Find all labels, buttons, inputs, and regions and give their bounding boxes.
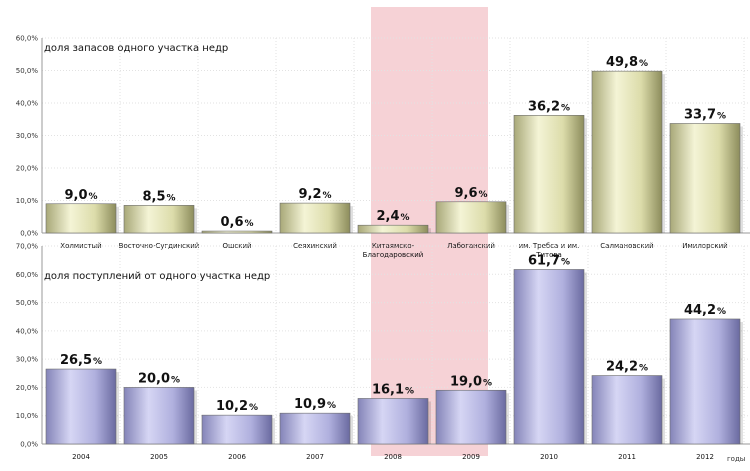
- bar: [357, 224, 429, 234]
- y-tick-label: 30,0%: [16, 356, 39, 364]
- y-tick-label: 30,0%: [16, 132, 39, 140]
- category-label: 2010: [540, 453, 558, 461]
- bar: [201, 414, 273, 445]
- category-label: 2005: [150, 453, 168, 461]
- bar: [591, 375, 663, 445]
- data-label: 26,5%: [60, 353, 102, 368]
- y-tick-label: 50,0%: [16, 67, 39, 75]
- bar: [435, 201, 507, 234]
- x-axis-label: годы: [727, 455, 745, 463]
- data-label: 44,2%: [684, 303, 726, 318]
- data-label: 61,7%: [528, 253, 570, 268]
- data-label: 8,5%: [142, 189, 175, 204]
- bar: [45, 368, 117, 445]
- bar: [279, 412, 351, 445]
- bar: [435, 389, 507, 445]
- y-tick-label: 70,0%: [16, 243, 39, 251]
- y-tick-label: 60,0%: [16, 35, 39, 43]
- bar: [123, 387, 195, 445]
- bar: [513, 269, 585, 445]
- y-tick-label: 40,0%: [16, 327, 39, 335]
- category-label: 2009: [462, 453, 480, 461]
- data-label: 9,0%: [64, 188, 97, 203]
- category-label: 2007: [306, 453, 324, 461]
- y-tick-label: 0,0%: [20, 230, 38, 238]
- y-tick-label: 60,0%: [16, 271, 39, 279]
- bar: [201, 230, 273, 234]
- category-label: 2011: [618, 453, 636, 461]
- data-label: 19,0%: [450, 374, 492, 389]
- data-label: 33,7%: [684, 107, 726, 122]
- category-label: 2012: [696, 453, 714, 461]
- data-label: 9,6%: [454, 186, 487, 201]
- category-label: 2004: [72, 453, 90, 461]
- data-label: 9,2%: [298, 187, 331, 202]
- y-tick-label: 10,0%: [16, 412, 39, 420]
- category-label: 2008: [384, 453, 402, 461]
- bar: [591, 70, 663, 234]
- data-label: 10,9%: [294, 397, 336, 412]
- bar: [669, 318, 741, 445]
- data-label: 16,1%: [372, 382, 414, 397]
- y-tick-label: 0,0%: [20, 441, 38, 449]
- data-label: 0,6%: [220, 215, 253, 230]
- data-label: 10,2%: [216, 399, 258, 414]
- y-tick-label: 20,0%: [16, 165, 39, 173]
- y-tick-label: 40,0%: [16, 100, 39, 108]
- bar: [45, 203, 117, 234]
- category-label: 2006: [228, 453, 246, 461]
- data-label: 20,0%: [138, 371, 180, 386]
- y-tick-label: 10,0%: [16, 197, 39, 205]
- data-label: 49,8%: [606, 55, 648, 70]
- y-tick-label: 50,0%: [16, 299, 39, 307]
- bar: [513, 115, 585, 234]
- bar: [669, 123, 741, 234]
- bar: [357, 398, 429, 445]
- data-label: 24,2%: [606, 360, 648, 375]
- bar: [123, 205, 195, 234]
- chart-title: доля поступлений от одного участка недр: [44, 271, 270, 282]
- chart-title: доля запасов одного участка недр: [44, 43, 228, 54]
- bar: [279, 202, 351, 234]
- data-label: 2,4%: [376, 209, 409, 224]
- y-tick-label: 20,0%: [16, 384, 39, 392]
- data-label: 36,2%: [528, 99, 570, 114]
- bottom-chart: 0,0% 10,0% 20,0% 30,0% 40,0% 50,0% 60,0% 70,0% д…: [16, 243, 750, 461]
